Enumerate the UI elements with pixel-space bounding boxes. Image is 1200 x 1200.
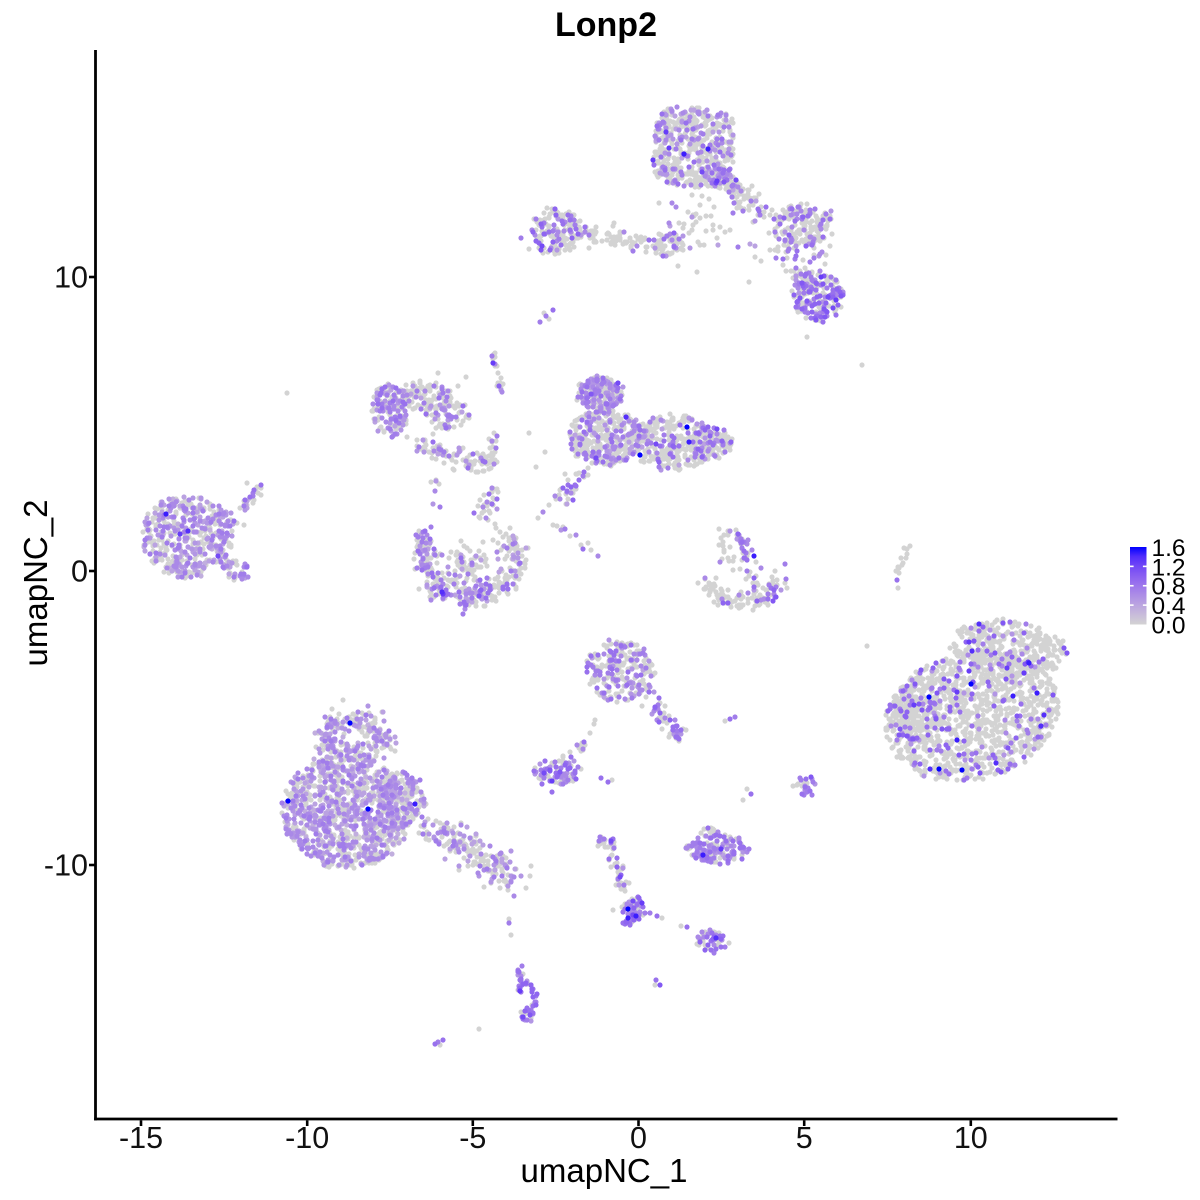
svg-text:10: 10: [54, 261, 88, 295]
svg-text:Lonp2: Lonp2: [555, 6, 657, 44]
svg-text:0: 0: [630, 1121, 647, 1155]
svg-text:-10: -10: [44, 849, 88, 883]
svg-text:0.8: 0.8: [1152, 574, 1186, 601]
svg-text:0.4: 0.4: [1152, 593, 1186, 620]
svg-text:0.0: 0.0: [1152, 612, 1186, 639]
svg-text:5: 5: [796, 1121, 813, 1155]
svg-text:1.6: 1.6: [1152, 535, 1186, 562]
svg-text:1.2: 1.2: [1152, 554, 1186, 581]
svg-text:0: 0: [71, 555, 88, 589]
svg-text:umapNC_1: umapNC_1: [521, 1152, 688, 1189]
svg-text:-10: -10: [285, 1121, 329, 1155]
svg-text:-15: -15: [119, 1121, 163, 1155]
svg-text:-5: -5: [459, 1121, 486, 1155]
svg-text:10: 10: [954, 1121, 988, 1155]
svg-text:umapNC_2: umapNC_2: [17, 500, 54, 667]
